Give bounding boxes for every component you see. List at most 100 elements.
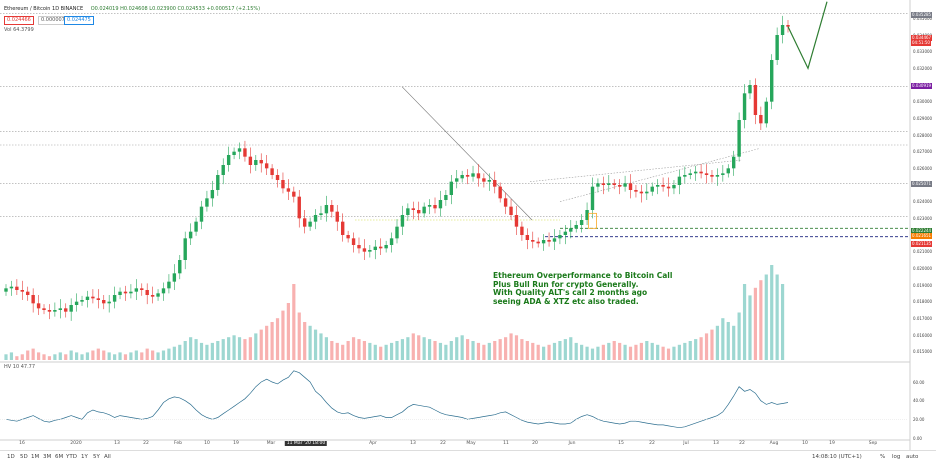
- candle-body[interactable]: [780, 25, 785, 35]
- candle-body[interactable]: [351, 238, 356, 245]
- candle-body[interactable]: [373, 246, 377, 250]
- candle-body[interactable]: [509, 206, 513, 215]
- candle-body[interactable]: [178, 260, 182, 274]
- candle-body[interactable]: [53, 310, 57, 312]
- candle-body[interactable]: [210, 190, 215, 199]
- candle-body[interactable]: [704, 173, 709, 175]
- timeframe-button-1y[interactable]: 1Y: [81, 454, 88, 460]
- candle-body[interactable]: [221, 165, 225, 175]
- candle-body[interactable]: [15, 286, 19, 290]
- candle-body[interactable]: [58, 308, 63, 310]
- timeframe-button-1m[interactable]: 1M: [31, 454, 40, 460]
- candle-body[interactable]: [590, 186, 595, 210]
- candle-body[interactable]: [672, 185, 676, 189]
- candle-body[interactable]: [237, 148, 242, 152]
- candle-body[interactable]: [118, 291, 122, 295]
- timeframe-button-5y[interactable]: 5Y: [93, 454, 100, 460]
- price-tag[interactable]: 0.021651: [911, 232, 933, 239]
- candle-body[interactable]: [64, 308, 68, 312]
- candle-body[interactable]: [129, 291, 133, 294]
- candle-body[interactable]: [112, 295, 117, 302]
- candle-body[interactable]: [145, 290, 149, 295]
- breakout-box[interactable]: [588, 212, 597, 229]
- price-tag[interactable]: 04:51:50: [911, 40, 931, 47]
- candle-body[interactable]: [552, 238, 557, 242]
- candle-body[interactable]: [612, 183, 616, 185]
- timeframe-button-5d[interactable]: 5D: [20, 454, 28, 460]
- candle-body[interactable]: [80, 300, 84, 302]
- candle-body[interactable]: [346, 235, 350, 239]
- price-box-buy[interactable]: 0.024475: [64, 16, 94, 25]
- candle-body[interactable]: [585, 210, 589, 220]
- candle-body[interactable]: [493, 180, 497, 187]
- candle-body[interactable]: [645, 191, 649, 194]
- candle-body[interactable]: [710, 175, 714, 177]
- candle-body[interactable]: [574, 225, 578, 229]
- candle-body[interactable]: [194, 221, 198, 232]
- candle-body[interactable]: [444, 195, 448, 200]
- candle-body[interactable]: [91, 296, 95, 299]
- candle-body[interactable]: [536, 241, 540, 244]
- candle-body[interactable]: [699, 171, 703, 174]
- candle-body[interactable]: [731, 156, 736, 169]
- candle-body[interactable]: [286, 188, 291, 192]
- candle-body[interactable]: [167, 281, 171, 289]
- candle-body[interactable]: [31, 295, 35, 304]
- candle-body[interactable]: [628, 183, 633, 190]
- candle-body[interactable]: [47, 310, 52, 312]
- candle-body[interactable]: [726, 168, 730, 174]
- candle-body[interactable]: [362, 248, 367, 252]
- candle-body[interactable]: [368, 250, 372, 252]
- candle-body[interactable]: [188, 231, 193, 239]
- candle-body[interactable]: [596, 183, 600, 187]
- candle-body[interactable]: [102, 300, 106, 304]
- candle-body[interactable]: [216, 175, 220, 190]
- candle-body[interactable]: [357, 245, 361, 249]
- candle-body[interactable]: [270, 168, 274, 175]
- candle-body[interactable]: [449, 181, 454, 195]
- candle-body[interactable]: [140, 288, 144, 290]
- candle-body[interactable]: [617, 185, 622, 187]
- candle-body[interactable]: [482, 178, 486, 182]
- candle-body[interactable]: [226, 155, 231, 165]
- candle-body[interactable]: [742, 93, 747, 120]
- percent-toggle[interactable]: %: [880, 454, 886, 460]
- candle-body[interactable]: [205, 198, 209, 207]
- timeframe-button-ytd[interactable]: YTD: [66, 454, 77, 460]
- candle-body[interactable]: [623, 183, 627, 187]
- candle-body[interactable]: [395, 226, 399, 239]
- candle-body[interactable]: [558, 235, 562, 239]
- candle-body[interactable]: [579, 220, 584, 225]
- candle-body[interactable]: [422, 206, 426, 214]
- candle-body[interactable]: [183, 238, 187, 260]
- candle-body[interactable]: [292, 191, 296, 197]
- candle-body[interactable]: [693, 171, 698, 174]
- candle-body[interactable]: [275, 175, 280, 180]
- downtrend-line[interactable]: [401, 86, 533, 221]
- timeframe-button-3m[interactable]: 3M: [43, 454, 52, 460]
- candle-body[interactable]: [775, 35, 779, 60]
- candle-body[interactable]: [433, 205, 437, 209]
- candle-body[interactable]: [313, 215, 318, 222]
- candle-body[interactable]: [547, 240, 551, 242]
- candle-body[interactable]: [26, 291, 30, 295]
- price-tag[interactable]: 0.022244: [911, 228, 933, 234]
- timeframe-button-6m[interactable]: 6M: [55, 454, 64, 460]
- candle-body[interactable]: [498, 186, 502, 199]
- candle-body[interactable]: [161, 288, 166, 294]
- projection-path[interactable]: [787, 1, 828, 71]
- candle-body[interactable]: [688, 173, 692, 175]
- candle-body[interactable]: [302, 218, 307, 227]
- candle-body[interactable]: [786, 25, 790, 27]
- candle-body[interactable]: [134, 288, 139, 292]
- candle-body[interactable]: [389, 238, 394, 245]
- candle-body[interactable]: [308, 221, 312, 227]
- candle-body[interactable]: [607, 183, 611, 185]
- candle-body[interactable]: [721, 173, 725, 175]
- candle-body[interactable]: [417, 210, 421, 214]
- timeframe-button-all[interactable]: All: [104, 454, 111, 460]
- candle-body[interactable]: [42, 308, 46, 310]
- candle-body[interactable]: [232, 151, 236, 155]
- price-tag[interactable]: 0.025071: [911, 180, 933, 187]
